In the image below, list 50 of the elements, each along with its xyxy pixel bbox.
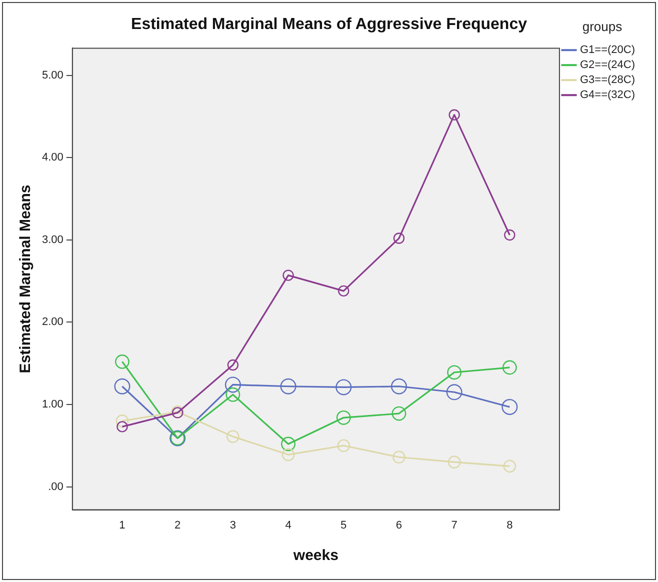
x-tick-label: 2 [174,519,181,532]
y-tick-label: 4.00 [42,152,64,164]
point [116,421,128,432]
point [224,376,241,393]
point [448,109,460,120]
legend-label: G4==(32C) [580,89,636,102]
point [226,387,240,402]
point [393,232,405,244]
legend-label: G3==(28C) [580,74,636,86]
point [390,378,407,394]
point [281,436,296,452]
y-tick-label: 3.00 [42,234,64,246]
y-tick-label: .00 [48,480,64,493]
point [504,229,516,241]
point [337,439,350,452]
point [280,378,296,394]
x-tick-label: 6 [396,519,402,532]
point [282,448,295,462]
x-tick-label: 1 [119,519,126,532]
x-tick-label: 3 [230,519,236,532]
point [338,285,350,297]
point [447,365,462,380]
x-tick-label: 5 [340,519,347,532]
point [226,430,240,443]
legend-title: groups [582,19,623,34]
point [448,456,461,468]
legend-label: G1==(20C) [580,44,636,56]
y-tick-label: 2.00 [42,316,64,328]
x-axis-title: weeks [292,547,338,564]
point [502,360,517,375]
point [502,398,518,415]
point [227,359,239,371]
point [392,450,406,464]
x-tick-label: 4 [285,519,292,532]
y-tick-label: 5.00 [42,69,64,82]
chart-title: Estimated Marginal Means of Aggressive Frequency [131,16,528,34]
point [336,379,352,396]
point [446,384,462,400]
point [114,378,130,394]
legend-label: G2==(24C) [580,59,636,72]
x-tick-label: 8 [506,519,513,532]
point [392,406,406,421]
point [503,460,516,473]
point [282,270,294,281]
point [115,354,130,369]
point [116,414,129,428]
y-tick-label: 1.00 [42,398,64,411]
y-axis-title: Estimated Marginal Means [17,184,34,374]
x-tick-label: 7 [451,519,458,532]
point [336,410,351,425]
